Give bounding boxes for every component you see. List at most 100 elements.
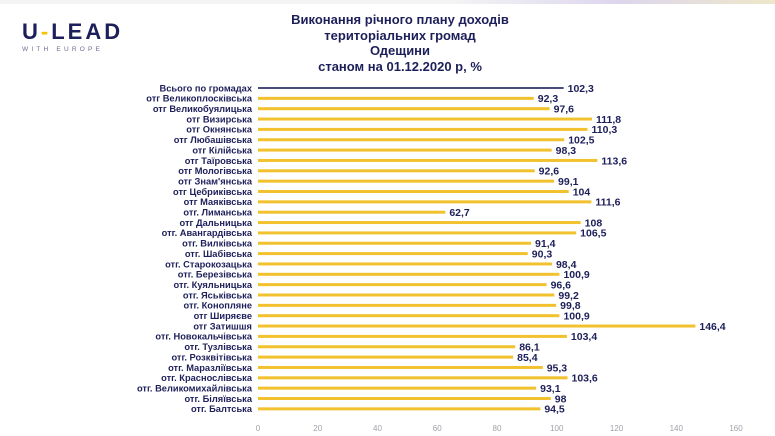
chart-title: Виконання річного плану доходів територі…	[291, 12, 509, 74]
category-label: отг. Шабівська	[185, 249, 253, 259]
data-label: 91,4	[535, 238, 556, 250]
x-tick-label: 80	[493, 424, 502, 433]
data-label: 108	[585, 217, 603, 229]
data-label: 97,6	[554, 104, 575, 116]
category-label: отг. Балтська	[191, 404, 253, 414]
top-decor-bar	[0, 0, 775, 4]
data-label: 96,6	[551, 279, 572, 291]
x-tick-label: 140	[670, 424, 684, 433]
category-label: отг. Вилківська	[182, 239, 253, 249]
x-tick-label: 20	[313, 424, 322, 433]
category-label: отг Визирська	[186, 114, 252, 124]
data-label: 111,6	[595, 197, 620, 209]
x-tick-label: 160	[729, 424, 743, 433]
bar	[258, 107, 550, 111]
data-label: 90,3	[532, 248, 553, 260]
category-label: отг Знам'янська	[178, 176, 253, 186]
category-label: отг Ширяєве	[194, 311, 252, 321]
bar	[258, 407, 541, 411]
data-label: 113,6	[601, 155, 627, 167]
bar	[258, 190, 569, 193]
category-label: отг Цебриківська	[173, 187, 253, 197]
data-label: 99,2	[558, 290, 579, 302]
category-label: отг. Новокальчівська	[155, 332, 252, 342]
category-label: отг Мологівська	[178, 166, 253, 176]
bar	[258, 210, 446, 214]
category-label: отг. Конопляне	[184, 301, 253, 311]
data-label: 100,9	[563, 269, 589, 281]
category-label: отг Таїровська	[185, 156, 253, 166]
bar	[258, 169, 535, 173]
category-label: отг. Біляївська	[184, 394, 252, 404]
bar	[258, 241, 532, 245]
bar	[258, 345, 516, 349]
data-label: 103,4	[571, 331, 597, 343]
x-tick-label: 100	[550, 424, 564, 433]
data-label: 85,4	[517, 352, 538, 364]
data-label: 98,4	[556, 259, 577, 271]
data-label: 94,5	[544, 404, 565, 416]
bar	[258, 231, 577, 235]
data-label: 92,3	[538, 93, 559, 105]
bar	[258, 303, 557, 307]
bar	[258, 272, 560, 276]
category-label: отг. Лиманська	[183, 208, 252, 218]
bar	[258, 397, 551, 400]
category-label: отг Кілійська	[192, 145, 252, 155]
category-label: отг. Великомихайлівська	[137, 383, 253, 393]
data-label: 102,3	[568, 83, 594, 95]
data-label: 99,1	[558, 176, 579, 188]
category-label: отг Окнянська	[186, 125, 253, 135]
bar	[258, 158, 598, 162]
x-tick-label: 40	[373, 424, 382, 433]
category-label: отг Затишшя	[193, 321, 252, 331]
bar	[258, 355, 514, 359]
category-label: отг. Старокозацька	[165, 259, 253, 269]
category-label: отг. Березівська	[178, 270, 253, 280]
data-label: 98	[555, 393, 567, 405]
bar	[258, 200, 592, 204]
category-label: Всього по громадах	[160, 83, 253, 93]
category-label: отг. Тузлівська	[184, 342, 252, 352]
data-label: 100,9	[563, 311, 589, 323]
bar	[258, 96, 534, 100]
bar	[258, 179, 555, 183]
bar	[258, 138, 565, 142]
bar	[258, 117, 593, 121]
data-label: 103,6	[572, 373, 598, 385]
data-label: 86,1	[519, 342, 540, 354]
bar	[258, 252, 528, 256]
data-label: 95,3	[547, 362, 568, 374]
logo-tagline: WITH EUROPE	[22, 46, 104, 53]
x-tick-label: 60	[433, 424, 442, 433]
data-label: 104	[573, 186, 591, 198]
bar	[258, 314, 560, 318]
data-label: 62,7	[449, 207, 470, 219]
data-label: 146,4	[699, 321, 725, 333]
data-label: 98,3	[556, 145, 577, 157]
bar	[258, 283, 547, 287]
category-label: отг. Куяльницька	[174, 280, 253, 290]
bar	[258, 376, 568, 380]
category-label: отг. Яськівська	[183, 290, 253, 300]
category-label: отг. Маразліївська	[168, 363, 253, 373]
bar	[258, 148, 552, 152]
category-label: отг. Краснослівська	[161, 373, 253, 383]
bar	[258, 386, 537, 390]
x-tick-label: 0	[256, 424, 261, 433]
x-tick-label: 120	[610, 424, 624, 433]
bar	[258, 293, 555, 297]
u-lead-logo: U-LEAD WITH EUROPE	[22, 19, 124, 54]
bar	[258, 365, 543, 369]
bar	[258, 324, 696, 328]
data-label: 102,5	[568, 135, 594, 147]
category-label: отг Великобуялицька	[153, 104, 253, 114]
category-label: отг. Авангардівська	[162, 228, 253, 238]
logo-wordmark: U-LEAD	[22, 19, 124, 44]
category-label: отг. Розквітівська	[171, 352, 252, 362]
category-label: отг Любашівська	[174, 135, 253, 145]
data-label: 92,6	[539, 166, 560, 178]
bar	[258, 127, 588, 131]
category-label: отг Великоплосківська	[146, 94, 253, 104]
